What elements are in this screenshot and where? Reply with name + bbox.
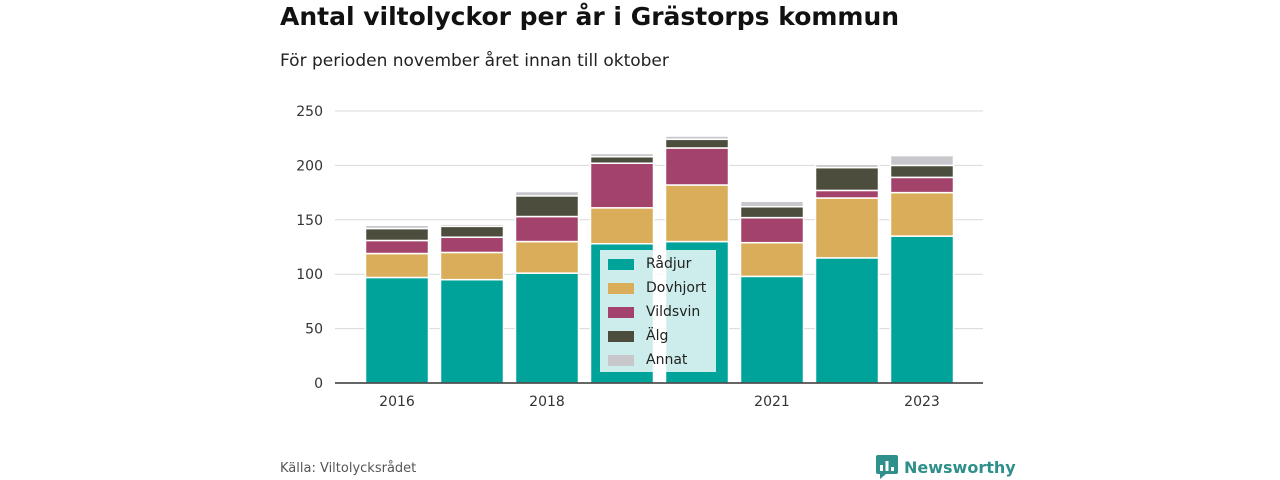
bar-2016-rådjur (364, 276, 430, 384)
y-tick-label: 0 (314, 376, 323, 392)
bar-2023-vildsvin (889, 176, 955, 194)
x-tick-label: 2023 (904, 394, 940, 410)
bar-2017-rådjur (439, 278, 505, 384)
bar-2020-annat (664, 135, 730, 141)
bar-2018-älg (514, 195, 580, 218)
chart-subtitle: För perioden november året innan till ok… (280, 51, 669, 71)
chart-title: Antal viltolyckor per år i Grästorps kom… (280, 2, 900, 31)
bar-2017-älg (439, 225, 505, 238)
y-tick-label: 250 (296, 104, 323, 120)
legend-swatch (608, 354, 634, 366)
legend-swatch (608, 258, 634, 270)
bar-2017-annat (439, 223, 505, 228)
legend-label: Annat (646, 352, 688, 368)
bar-2020-vildsvin (664, 147, 730, 186)
legend-item-annat[interactable]: Annat (608, 350, 687, 370)
bar-2020-dovhjort (664, 184, 730, 243)
legend: Rådjur Dovhjort Vildsvin Älg Annat (600, 250, 716, 372)
source-note: Källa: Viltolycksrådet (280, 461, 417, 476)
bar-2016-annat (364, 224, 430, 230)
bar-2021-annat (739, 200, 805, 208)
bar-2019-älg (589, 155, 655, 164)
legend-label: Vildsvin (646, 304, 701, 320)
bar-2022-annat (814, 163, 880, 169)
x-tick-label: 2021 (754, 394, 790, 410)
bar-2019-annat (589, 152, 655, 158)
legend-item-älg[interactable]: Älg (608, 326, 668, 346)
bar-2019-dovhjort (589, 207, 655, 245)
legend-item-dovhjort[interactable]: Dovhjort (608, 278, 706, 298)
bar-2016-vildsvin (364, 239, 430, 255)
y-tick-label: 100 (296, 267, 323, 283)
y-tick-label: 150 (296, 213, 323, 229)
legend-swatch (608, 330, 634, 342)
bar-2022-dovhjort (814, 197, 880, 259)
bar-2018-vildsvin (514, 215, 580, 243)
newsworthy-logo-icon (876, 455, 898, 479)
bar-2021-älg (739, 205, 805, 219)
bar-2023-älg (889, 164, 955, 179)
bar-2018-dovhjort (514, 240, 580, 274)
bar-2018-rådjur (514, 272, 580, 384)
legend-label: Dovhjort (646, 280, 707, 296)
x-tick-label: 2016 (379, 394, 415, 410)
bar-2023-annat (889, 154, 955, 167)
bar-2023-rådjur (889, 235, 955, 384)
brand-name: Newsworthy (904, 457, 1016, 477)
legend-swatch (608, 306, 634, 318)
legend-item-vildsvin[interactable]: Vildsvin (608, 302, 700, 322)
bar-2022-älg (814, 166, 880, 192)
bars (364, 135, 955, 384)
bar-2020-älg (664, 138, 730, 149)
bar-2023-dovhjort (889, 191, 955, 237)
legend-item-rådjur[interactable]: Rådjur (608, 254, 691, 274)
legend-swatch (608, 282, 634, 294)
y-tick-label: 200 (296, 158, 323, 174)
bar-2018-annat (514, 190, 580, 197)
brand-logo[interactable]: Newsworthy (876, 455, 1016, 479)
bar-2017-dovhjort (439, 251, 505, 281)
y-tick-label: 50 (305, 322, 323, 338)
bar-2022-vildsvin (814, 189, 880, 199)
x-tick-label: 2018 (529, 394, 565, 410)
bar-2019-vildsvin (589, 162, 655, 209)
legend-label: Älg (646, 328, 669, 344)
bar-2022-rådjur (814, 257, 880, 384)
bar-2017-vildsvin (439, 236, 505, 254)
bar-2021-vildsvin (739, 216, 805, 244)
bar-2021-dovhjort (739, 241, 805, 278)
legend-label: Rådjur (646, 256, 692, 272)
bar-2016-älg (364, 227, 430, 242)
bar-2021-rådjur (739, 275, 805, 384)
axes: 0 50 100 150 200 250 2016 2018 2021 2023 (296, 104, 983, 410)
bar-2016-dovhjort (364, 252, 430, 279)
